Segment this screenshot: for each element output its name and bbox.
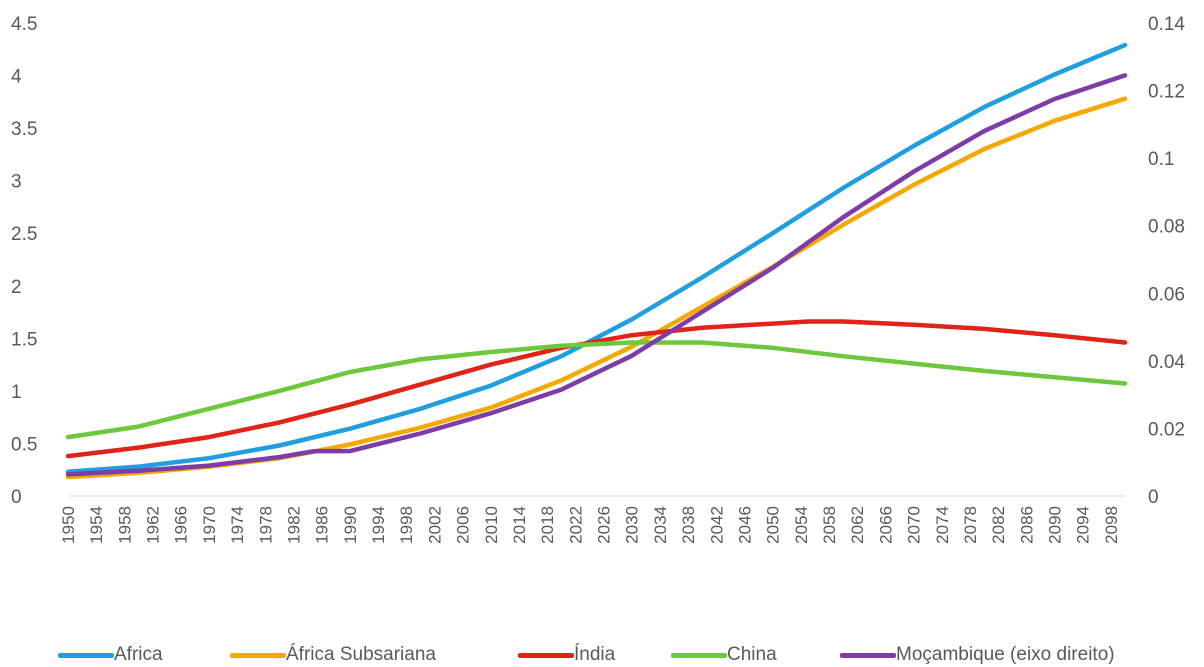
x-tick-label: 2098	[1102, 506, 1121, 544]
legend-label: China	[727, 644, 777, 665]
x-tick-label: 1998	[397, 506, 416, 544]
right-y-tick-label: 0.08	[1148, 217, 1185, 238]
x-tick-label: 1978	[256, 506, 275, 544]
right-y-tick-label: 0	[1148, 487, 1159, 508]
x-axis: 1950 1954 1958 1962 1966 1970 1974 1978 1982 1986…	[59, 506, 1121, 544]
x-tick-label: 2062	[848, 506, 867, 544]
x-tick-label: 1994	[369, 506, 388, 544]
right-y-tick-label: 0.12	[1148, 82, 1185, 103]
left-y-tick-label: 1	[11, 382, 22, 403]
legend-swatch	[671, 652, 727, 658]
left-y-tick-label: 4	[11, 67, 22, 88]
legend-label: África Subsariana	[286, 644, 436, 665]
x-tick-label: 1958	[115, 506, 134, 544]
x-tick-label: 1974	[228, 506, 247, 544]
right-y-axis: 0 0.02 0.04 0.06 0.08 0.1 0.12 0.14	[1148, 14, 1185, 508]
legend-label: Moçambique (eixo direito)	[896, 644, 1115, 665]
x-tick-label: 2002	[425, 506, 444, 544]
left-y-tick-label: 2	[11, 277, 22, 298]
left-y-tick-label: 1.5	[11, 329, 37, 350]
legend-item: Moçambique (eixo direito)	[840, 643, 1115, 667]
legend-swatch	[840, 652, 896, 658]
x-tick-label: 1986	[313, 506, 332, 544]
left-y-tick-label: 4.5	[11, 14, 37, 35]
legend-swatch	[58, 652, 114, 658]
series-line	[65, 42, 1128, 475]
x-tick-label: 2086	[1017, 506, 1036, 544]
x-tick-label: 1954	[87, 506, 106, 544]
x-tick-label: 1970	[200, 506, 219, 544]
legend: Africa África Subsariana Índia China Moçambi…	[0, 643, 1204, 667]
right-y-tick-label: 0.04	[1148, 352, 1185, 373]
x-tick-label: 2094	[1074, 506, 1093, 544]
legend-item: Índia	[518, 643, 615, 667]
legend-label: Índia	[574, 644, 616, 665]
left-y-tick-label: 3	[11, 172, 22, 193]
legend-item: África Subsariana	[230, 643, 436, 667]
left-y-axis: 0 0.5 1 1.5 2 2.5 3 3.5 4 4.5	[11, 14, 37, 508]
x-tick-label: 1966	[172, 506, 191, 544]
x-tick-label: 2038	[679, 506, 698, 544]
x-tick-label: 2042	[707, 506, 726, 544]
series-line	[65, 73, 1128, 477]
right-y-tick-label: 0.02	[1148, 419, 1185, 440]
x-tick-label: 1962	[144, 506, 163, 544]
x-tick-label: 2066	[876, 506, 895, 544]
legend-swatch	[230, 652, 286, 658]
x-tick-label: 1950	[59, 506, 78, 544]
right-y-tick-label: 0.06	[1148, 284, 1185, 305]
x-tick-label: 2006	[454, 506, 473, 544]
x-tick-label: 2030	[623, 506, 642, 544]
x-tick-label: 2070	[905, 506, 924, 544]
left-y-tick-label: 0.5	[11, 434, 37, 455]
x-tick-label: 2074	[933, 506, 952, 544]
x-tick-label: 2014	[510, 506, 529, 544]
series-line	[65, 340, 1128, 440]
x-tick-label: 2022	[566, 506, 585, 544]
series-line	[65, 319, 1128, 459]
plot-area	[65, 42, 1128, 480]
left-y-tick-label: 2.5	[11, 224, 37, 245]
right-y-tick-label: 0.14	[1148, 14, 1185, 35]
x-tick-label: 2054	[792, 506, 811, 544]
legend-label: Africa	[114, 644, 163, 665]
x-tick-label: 2010	[482, 506, 501, 544]
x-tick-label: 2046	[735, 506, 754, 544]
legend-item: China	[671, 643, 777, 667]
legend-item: Africa	[58, 643, 163, 667]
legend-swatch	[518, 652, 574, 658]
right-y-tick-label: 0.1	[1148, 149, 1174, 170]
x-tick-label: 2050	[764, 506, 783, 544]
x-tick-label: 2026	[595, 506, 614, 544]
x-tick-label: 2034	[651, 506, 670, 544]
x-tick-label: 1990	[341, 506, 360, 544]
x-tick-label: 2082	[989, 506, 1008, 544]
x-tick-label: 2058	[820, 506, 839, 544]
left-y-tick-label: 3.5	[11, 119, 37, 140]
left-y-tick-label: 0	[11, 487, 22, 508]
x-tick-label: 2078	[961, 506, 980, 544]
series-line	[65, 96, 1128, 480]
x-tick-label: 2018	[538, 506, 557, 544]
x-tick-label: 2090	[1046, 506, 1065, 544]
x-tick-label: 1982	[284, 506, 303, 544]
